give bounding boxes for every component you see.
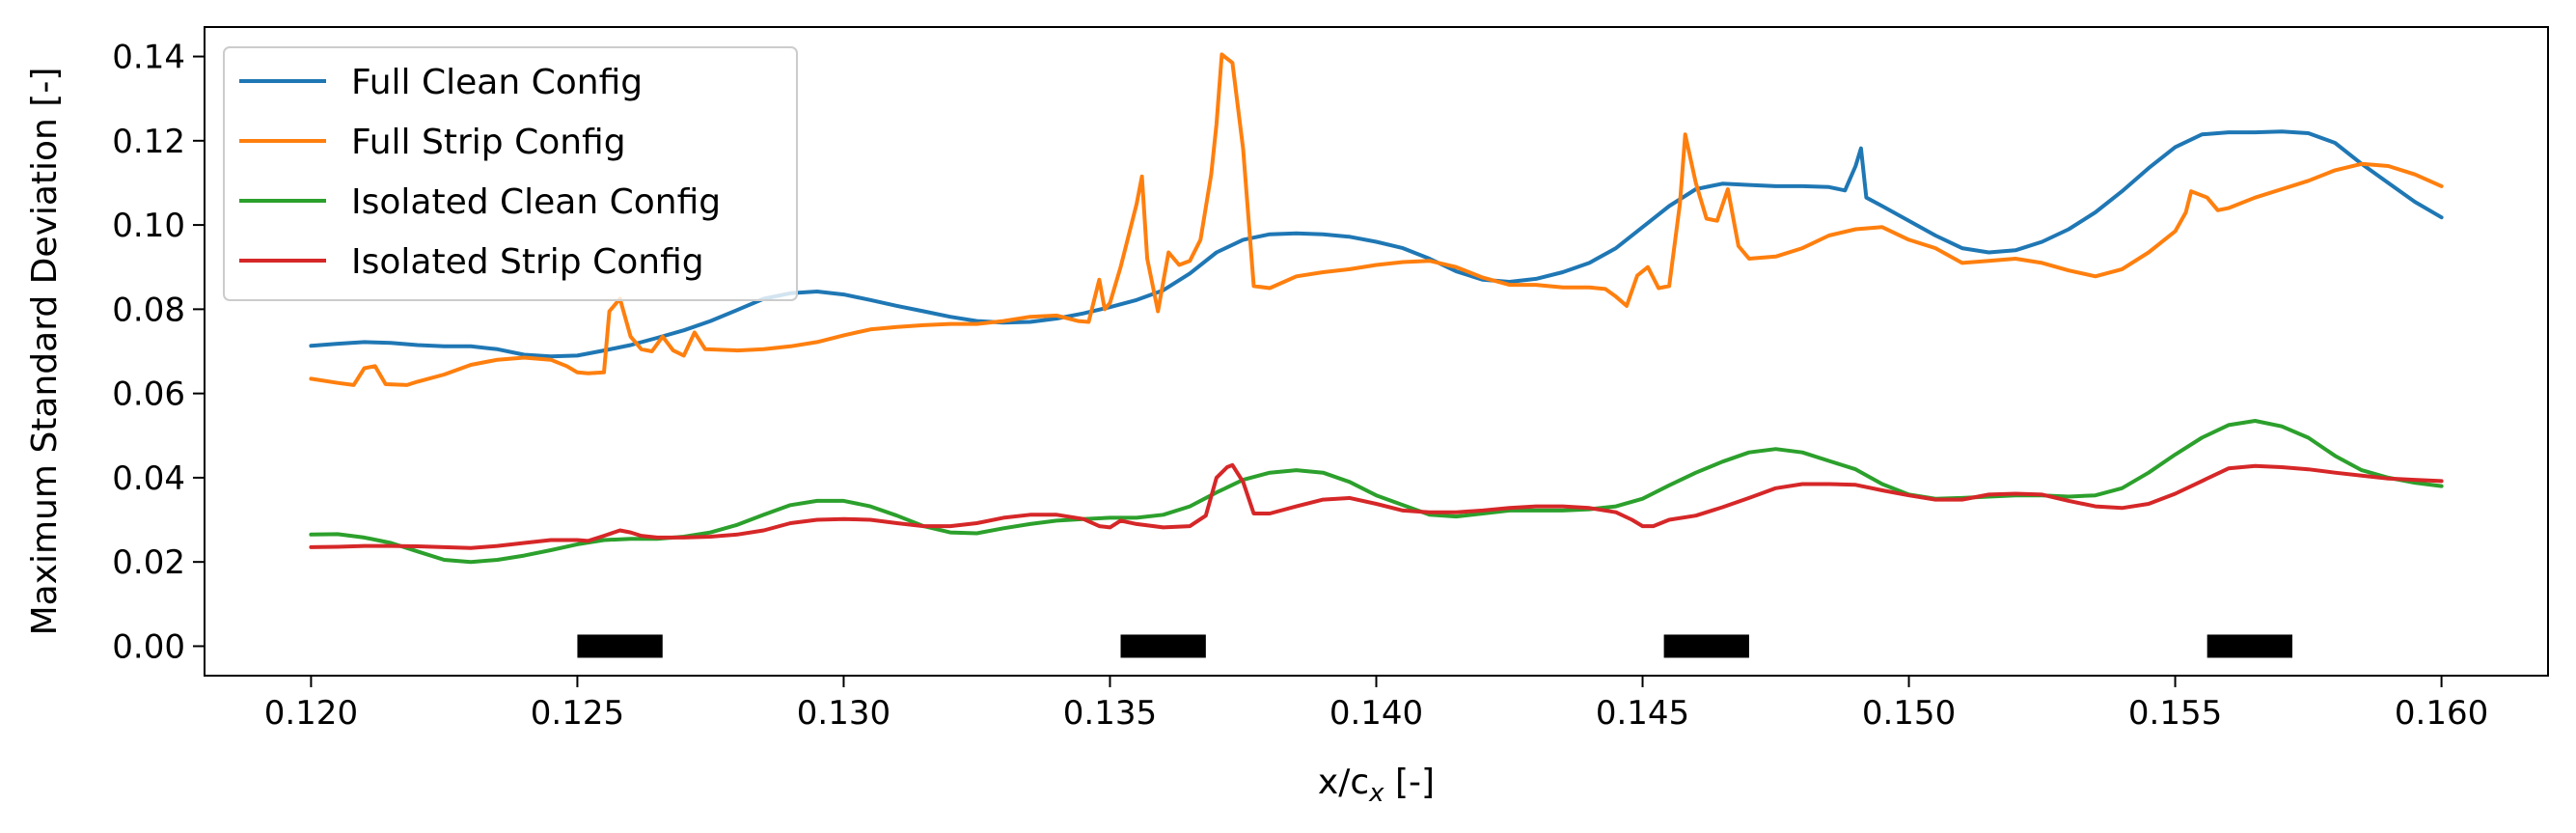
strip-marker: [1663, 634, 1749, 658]
x-axis-label-main: x/c: [1318, 763, 1369, 802]
y-tick-label: 0.10: [112, 207, 185, 245]
series-line-full-strip-config: [309, 52, 2444, 387]
x-tick-label: 0.135: [1063, 694, 1157, 733]
y-axis-ticks: 0.00 0.02 0.04 0.06 0.08 0.10 0.12 0.14: [112, 39, 205, 666]
x-axis-label-unit: [-]: [1384, 763, 1436, 802]
y-tick-label: 0.12: [112, 123, 185, 161]
y-tick-label: 0.02: [112, 543, 185, 582]
legend-label: Isolated Clean Config: [351, 182, 721, 222]
x-tick-label: 0.160: [2395, 694, 2488, 733]
x-axis-label-subscript: x: [1368, 779, 1384, 808]
x-axis-label: x/cx [-]: [1318, 763, 1435, 808]
x-tick-label: 0.125: [531, 694, 624, 733]
legend-label: Isolated Strip Config: [351, 242, 704, 282]
legend: Full Clean Config Full Strip Config Isolat…: [223, 46, 798, 301]
x-tick-label: 0.150: [1862, 694, 1956, 733]
series-lines: [309, 52, 2444, 565]
x-tick-label: 0.145: [1596, 694, 1689, 733]
y-tick-label: 0.00: [112, 627, 185, 666]
legend-label: Full Clean Config: [351, 63, 643, 102]
strip-marker: [1120, 634, 1206, 658]
y-tick-label: 0.04: [112, 459, 185, 498]
strip-markers: [577, 634, 2293, 658]
y-tick-label: 0.06: [112, 375, 185, 414]
y-tick-label: 0.08: [112, 291, 185, 329]
series-line-isolated-strip-config: [309, 462, 2444, 550]
y-tick-label: 0.14: [112, 39, 185, 77]
x-tick-label: 0.120: [264, 694, 358, 733]
legend-label: Full Strip Config: [351, 123, 626, 162]
x-tick-label: 0.140: [1329, 694, 1423, 733]
strip-marker: [2206, 634, 2293, 658]
x-axis-ticks: 0.120 0.125 0.130 0.135 0.140 0.145 0.150 0.155…: [264, 676, 2488, 733]
legend-box: [223, 46, 798, 301]
x-tick-label: 0.130: [797, 694, 891, 733]
x-tick-label: 0.155: [2128, 694, 2222, 733]
series-line-full-clean-config: [309, 129, 2444, 359]
y-axis-label: Maximum Standard Deviation [-]: [25, 68, 65, 636]
strip-marker: [577, 634, 663, 658]
